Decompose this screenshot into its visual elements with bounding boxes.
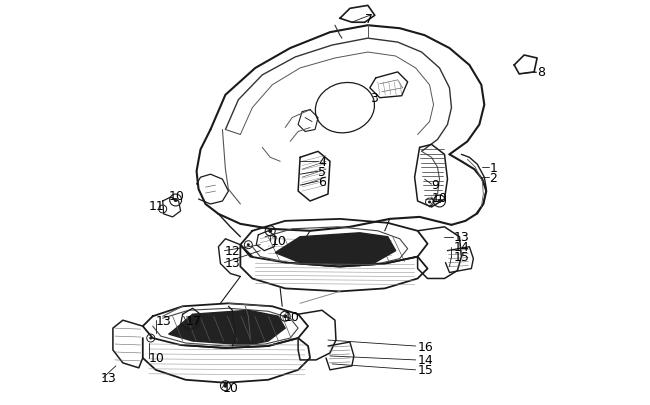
Text: 10: 10 [270,234,286,247]
Text: 6: 6 [318,175,326,188]
Text: 11: 11 [149,200,164,213]
Circle shape [150,337,152,340]
Text: 10: 10 [283,310,299,323]
Text: 8: 8 [537,66,545,79]
Text: 10: 10 [222,381,239,394]
Text: 13: 13 [101,371,117,384]
Circle shape [174,198,177,202]
Text: 9: 9 [432,178,439,191]
Circle shape [224,384,228,388]
Text: 14: 14 [417,354,434,367]
Text: 5: 5 [318,165,326,178]
Polygon shape [275,233,396,266]
Text: 10: 10 [149,352,164,365]
Text: 15: 15 [454,251,469,264]
Text: 2: 2 [489,171,497,184]
Text: 3: 3 [370,92,378,105]
Text: 15: 15 [417,363,434,376]
Text: 4: 4 [318,156,326,168]
Text: 10: 10 [168,189,185,202]
Circle shape [428,201,431,204]
Circle shape [283,314,287,318]
Text: 7: 7 [365,13,373,26]
Text: 12: 12 [224,245,240,258]
Circle shape [268,229,272,233]
Circle shape [247,244,250,247]
Text: 10: 10 [432,191,447,204]
Text: 13: 13 [224,256,240,269]
Polygon shape [168,311,285,345]
Circle shape [437,200,441,203]
Text: 13: 13 [156,314,172,327]
Text: 16: 16 [417,340,434,353]
Text: 13: 13 [454,231,469,244]
Text: 1: 1 [489,161,497,174]
Text: 17: 17 [186,314,202,327]
Text: 14: 14 [454,241,469,254]
